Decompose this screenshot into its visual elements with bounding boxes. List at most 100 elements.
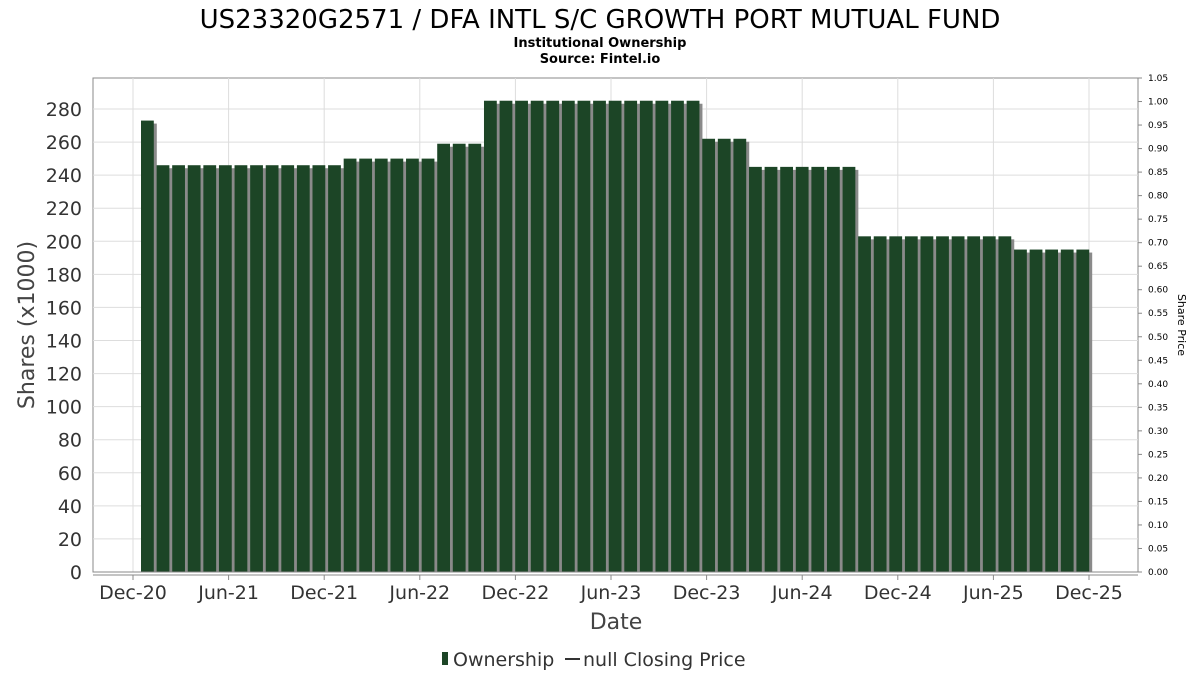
- y2-tick-label: 0.00: [1148, 568, 1168, 578]
- y-tick-label: 60: [58, 463, 82, 485]
- ownership-bar: [811, 166, 825, 572]
- ownership-bar: [296, 165, 310, 572]
- ownership-bar: [156, 165, 170, 572]
- legend: Ownership null Closing Price: [442, 649, 746, 671]
- ownership-bar: [437, 143, 451, 572]
- y2-tick-label: 0.85: [1148, 168, 1168, 178]
- x-tick-label: Dec-21: [290, 582, 358, 604]
- y2-tick-label: 0.55: [1148, 309, 1168, 319]
- ownership-bar: [421, 158, 435, 572]
- y-axis-label: Shares (x1000): [15, 241, 40, 409]
- ownership-bar: [889, 236, 903, 572]
- bars: [141, 100, 1093, 572]
- y-tick-label: 100: [46, 397, 82, 419]
- ownership-bar: [1060, 249, 1074, 572]
- x-tick-label: Jun-24: [771, 582, 833, 604]
- ownership-bar: [904, 236, 918, 572]
- ownership-bar: [593, 100, 606, 572]
- ownership-bar: [483, 100, 497, 572]
- ownership-bar: [733, 138, 747, 572]
- x-axis-ticks: Dec-20 Jun-21 Dec-21 Jun-22 Dec-22 Jun-23 Dec-…: [99, 575, 1123, 604]
- ownership-bar: [951, 236, 965, 572]
- y-axis-ticks: 0 20 40 60 80 100 120 140 160 180 200 220 240 260 280: [46, 99, 82, 584]
- y2-tick-label: 1.05: [1148, 74, 1168, 84]
- ownership-bar: [312, 165, 326, 572]
- ownership-bar: [764, 166, 778, 572]
- y-tick-label: 140: [46, 331, 82, 353]
- ownership-bar: [234, 165, 248, 572]
- ownership-bar: [406, 158, 419, 572]
- y2-tick-label: 0.20: [1148, 474, 1168, 484]
- y2-tick-label: 0.45: [1148, 356, 1168, 366]
- x-tick-label: Jun-23: [580, 582, 642, 604]
- ownership-bar: [639, 100, 653, 572]
- y2-tick-label: 0.15: [1148, 497, 1168, 507]
- y-tick-label: 180: [46, 264, 82, 286]
- ownership-bar: [359, 158, 373, 572]
- ownership-bar: [250, 165, 263, 572]
- ownership-bar: [967, 236, 981, 572]
- x-axis-label: Date: [590, 610, 643, 635]
- ownership-bar: [982, 236, 996, 572]
- y2-tick-label: 0.05: [1148, 544, 1168, 554]
- ownership-bar: [1045, 249, 1059, 572]
- ownership-bar: [671, 100, 684, 572]
- y-tick-label: 240: [46, 165, 82, 187]
- ownership-bar: [577, 100, 591, 572]
- ownership-bar: [826, 166, 840, 572]
- ownership-bar: [936, 236, 949, 572]
- ownership-bar: [281, 165, 295, 572]
- ownership-bar: [499, 100, 513, 572]
- x-tick-label: Dec-22: [481, 582, 549, 604]
- y2-tick-label: 0.25: [1148, 450, 1168, 460]
- y-tick-label: 160: [46, 297, 82, 319]
- ownership-bar: [468, 143, 482, 572]
- x-tick-label: Jun-21: [197, 582, 259, 604]
- ownership-bar: [717, 138, 731, 572]
- ownership-bar: [172, 165, 185, 572]
- x-tick-label: Jun-22: [388, 582, 450, 604]
- x-tick-label: Dec-25: [1055, 582, 1123, 604]
- ownership-bar: [343, 158, 357, 572]
- x-tick-label: Dec-20: [99, 582, 167, 604]
- y2-tick-label: 1.00: [1148, 98, 1168, 108]
- ownership-bar: [842, 166, 856, 572]
- ownership-bar: [608, 100, 622, 572]
- y2-tick-label: 0.60: [1148, 286, 1168, 296]
- y2-tick-label: 0.65: [1148, 262, 1168, 272]
- ownership-bar: [546, 100, 560, 572]
- chart-subtitle-source: Source: Fintel.io: [540, 52, 661, 67]
- ownership-bar: [655, 100, 669, 572]
- ownership-bar: [218, 165, 232, 572]
- ownership-bar: [780, 166, 793, 572]
- ownership-bar: [561, 100, 575, 572]
- y2-tick-label: 0.10: [1148, 521, 1168, 531]
- legend-ownership-swatch: [442, 652, 448, 665]
- ownership-bar: [265, 165, 279, 572]
- ownership-bar: [452, 143, 466, 572]
- y-tick-label: 20: [58, 529, 82, 551]
- y2-tick-label: 0.90: [1148, 145, 1168, 155]
- ownership-bar: [1029, 249, 1043, 572]
- ownership-bar: [702, 138, 716, 572]
- y2-tick-label: 0.95: [1148, 121, 1168, 131]
- y2-tick-label: 0.35: [1148, 403, 1168, 413]
- y-tick-label: 40: [58, 496, 82, 518]
- ownership-bar: [624, 100, 638, 572]
- ownership-bar: [873, 236, 887, 572]
- y2-axis-ticks: 0.00 0.05 0.10 0.15 0.20 0.25 0.30 0.35 0.40 0.45…: [1138, 74, 1168, 578]
- ownership-bar: [328, 165, 341, 572]
- ownership-bar: [203, 165, 217, 572]
- ownership-bar: [515, 100, 528, 572]
- x-tick-label: Dec-23: [673, 582, 741, 604]
- y2-tick-label: 0.75: [1148, 215, 1168, 225]
- y-tick-label: 260: [46, 132, 82, 154]
- chart-subtitle-ownership: Institutional Ownership: [514, 36, 687, 51]
- x-tick-label: Jun-25: [962, 582, 1024, 604]
- x-tick-label: Dec-24: [864, 582, 932, 604]
- y-tick-label: 0: [70, 562, 82, 584]
- legend-closing-price-label: null Closing Price: [583, 649, 746, 671]
- y2-tick-label: 0.50: [1148, 333, 1168, 343]
- y2-tick-label: 0.40: [1148, 380, 1168, 390]
